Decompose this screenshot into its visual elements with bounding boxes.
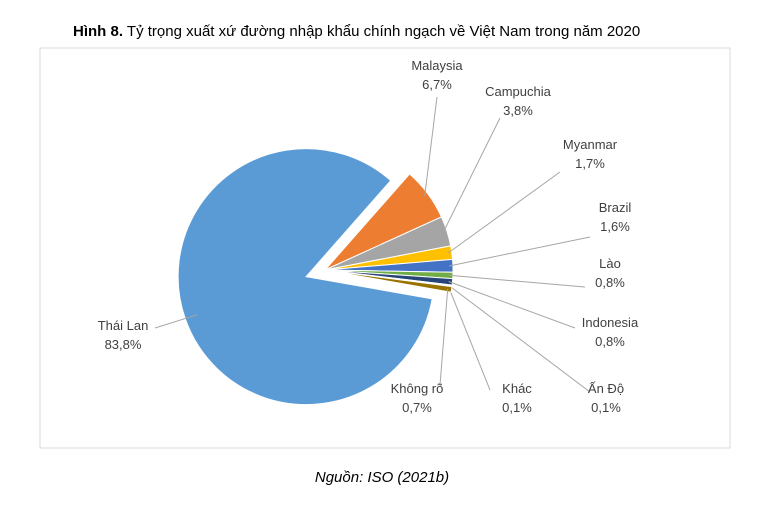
value-label: 1,7% bbox=[575, 156, 605, 171]
leader-line bbox=[448, 236, 591, 267]
category-label: Thái Lan bbox=[98, 318, 149, 333]
chart-title: Hình 8. Tỷ trọng xuất xứ đường nhập khẩu… bbox=[73, 23, 640, 40]
chart-border bbox=[39, 47, 731, 449]
value-label: 1,6% bbox=[600, 219, 630, 234]
leader-line bbox=[442, 117, 501, 233]
leader-line bbox=[447, 285, 491, 391]
leader-line bbox=[447, 284, 591, 393]
figure-label: Hình 8. bbox=[73, 23, 123, 40]
category-label: Brazil bbox=[599, 200, 632, 215]
leader-line bbox=[447, 171, 561, 254]
title-text: Tỷ trọng xuất xứ đường nhập khẩu chính n… bbox=[127, 23, 640, 40]
leader-line bbox=[448, 281, 576, 329]
leader-line bbox=[439, 288, 449, 386]
category-label: Malaysia bbox=[411, 58, 463, 73]
value-label: 3,8% bbox=[503, 103, 533, 118]
pie-slice bbox=[324, 269, 453, 293]
category-label: Campuchia bbox=[485, 84, 552, 99]
category-label: Indonesia bbox=[582, 315, 639, 330]
category-label: Myanmar bbox=[563, 137, 618, 152]
leader-line bbox=[424, 96, 438, 197]
value-label: 0,1% bbox=[591, 400, 621, 415]
category-label: Không rõ bbox=[391, 381, 444, 396]
value-label: 0,1% bbox=[502, 400, 532, 415]
category-label: Khác bbox=[502, 381, 532, 396]
category-label: Lào bbox=[599, 256, 621, 271]
value-label: 6,7% bbox=[422, 77, 452, 92]
category-label: Ấn Độ bbox=[588, 381, 624, 396]
leader-line bbox=[449, 274, 586, 288]
source: Nguồn: ISO (2021b) bbox=[315, 469, 449, 486]
value-label: 0,8% bbox=[595, 275, 625, 290]
value-label: 0,8% bbox=[595, 334, 625, 349]
leader-line bbox=[154, 314, 198, 329]
value-label: 0,7% bbox=[402, 400, 432, 415]
value-label: 83,8% bbox=[105, 337, 142, 352]
